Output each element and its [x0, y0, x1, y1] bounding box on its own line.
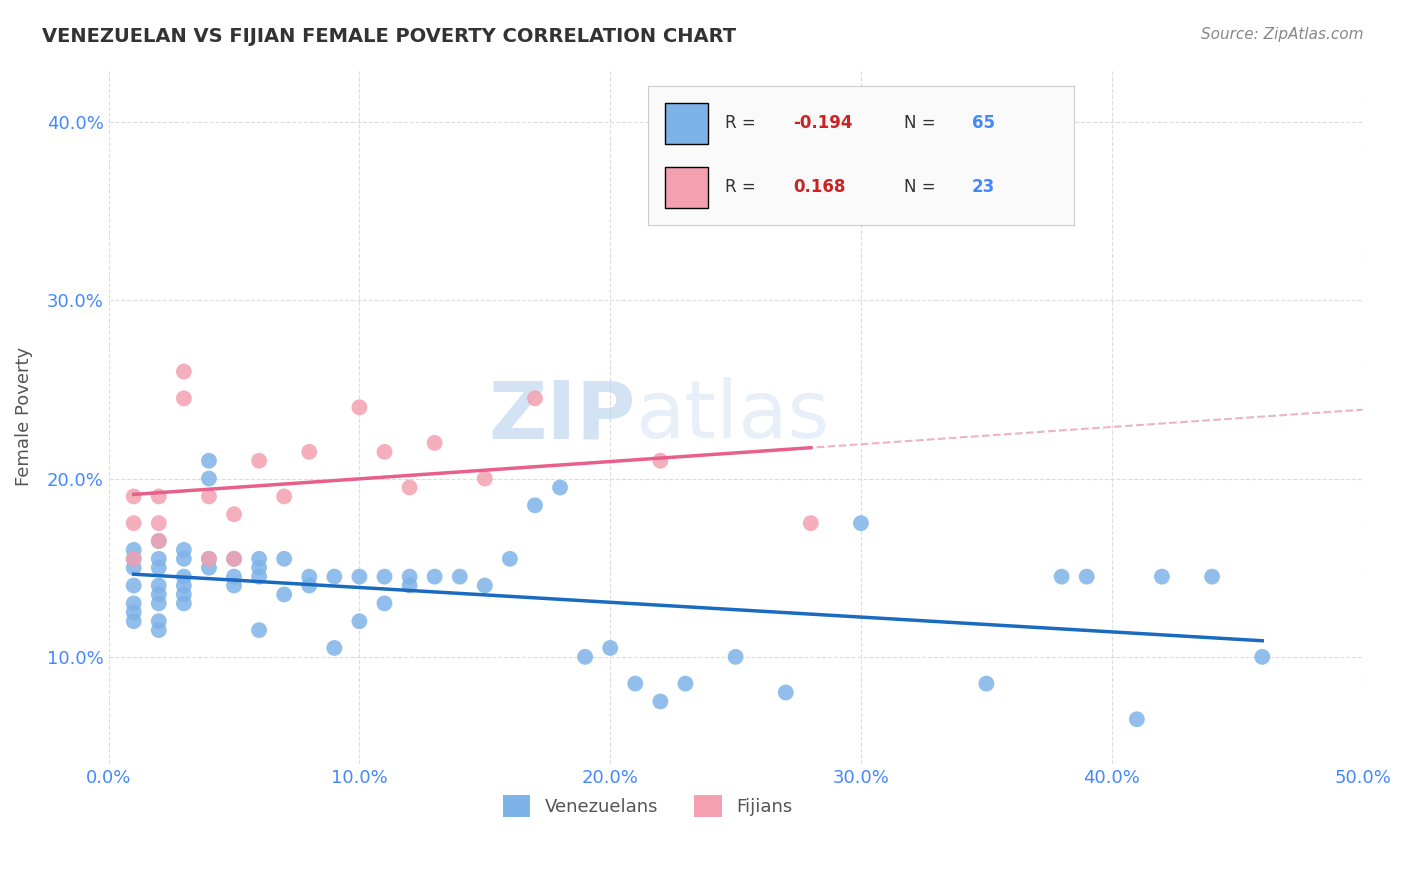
Text: atlas: atlas: [636, 377, 830, 455]
Point: [298, 445, 321, 459]
Point: [298, 578, 321, 592]
Point: [198, 490, 221, 504]
Point: [247, 560, 270, 574]
Point: [273, 587, 295, 601]
Point: [373, 569, 395, 583]
Point: [148, 533, 170, 548]
Point: [173, 569, 195, 583]
Point: [247, 454, 270, 468]
Point: [624, 676, 647, 690]
Point: [173, 542, 195, 557]
Point: [198, 551, 221, 566]
Point: [198, 560, 221, 574]
Point: [523, 392, 546, 406]
Point: [148, 516, 170, 530]
Point: [247, 569, 270, 583]
Point: [724, 649, 747, 664]
Point: [122, 560, 145, 574]
Point: [349, 569, 371, 583]
Text: VENEZUELAN VS FIJIAN FEMALE POVERTY CORRELATION CHART: VENEZUELAN VS FIJIAN FEMALE POVERTY CORR…: [42, 27, 737, 45]
Point: [574, 649, 596, 664]
Point: [122, 551, 145, 566]
Point: [298, 569, 321, 583]
Point: [122, 490, 145, 504]
Point: [222, 569, 245, 583]
Point: [449, 569, 471, 583]
Point: [198, 551, 221, 566]
Point: [173, 365, 195, 379]
Point: [499, 551, 522, 566]
Point: [599, 640, 621, 655]
Point: [122, 596, 145, 610]
Point: [222, 551, 245, 566]
Point: [976, 676, 998, 690]
Point: [474, 578, 496, 592]
Y-axis label: Female Poverty: Female Poverty: [15, 347, 32, 486]
Point: [122, 605, 145, 619]
Point: [122, 516, 145, 530]
Point: [349, 614, 371, 628]
Text: Source: ZipAtlas.com: Source: ZipAtlas.com: [1201, 27, 1364, 42]
Point: [373, 596, 395, 610]
Point: [675, 676, 697, 690]
Point: [122, 542, 145, 557]
Point: [148, 587, 170, 601]
Point: [349, 401, 371, 415]
Point: [247, 551, 270, 566]
Point: [148, 533, 170, 548]
Point: [1076, 569, 1098, 583]
Point: [198, 472, 221, 486]
Point: [1050, 569, 1073, 583]
Point: [273, 551, 295, 566]
Point: [222, 578, 245, 592]
Point: [1126, 712, 1149, 726]
Point: [323, 640, 346, 655]
Point: [650, 454, 672, 468]
Point: [173, 392, 195, 406]
Point: [1150, 569, 1173, 583]
Point: [173, 587, 195, 601]
Point: [173, 596, 195, 610]
Point: [398, 481, 420, 495]
Point: [1201, 569, 1223, 583]
Legend: Venezuelans, Fijians: Venezuelans, Fijians: [496, 788, 800, 824]
Point: [423, 436, 446, 450]
Point: [373, 445, 395, 459]
Text: ZIP: ZIP: [488, 377, 636, 455]
Point: [122, 614, 145, 628]
Point: [148, 490, 170, 504]
Point: [122, 551, 145, 566]
Point: [148, 551, 170, 566]
Point: [800, 516, 823, 530]
Point: [398, 578, 420, 592]
Point: [849, 516, 872, 530]
Point: [122, 578, 145, 592]
Point: [247, 623, 270, 637]
Point: [148, 560, 170, 574]
Point: [148, 623, 170, 637]
Point: [650, 694, 672, 708]
Point: [398, 569, 420, 583]
Point: [148, 614, 170, 628]
Point: [323, 569, 346, 583]
Point: [148, 596, 170, 610]
Point: [423, 569, 446, 583]
Point: [222, 551, 245, 566]
Point: [198, 454, 221, 468]
Point: [1251, 649, 1274, 664]
Point: [548, 481, 571, 495]
Point: [523, 498, 546, 512]
Point: [273, 490, 295, 504]
Point: [173, 551, 195, 566]
Point: [222, 507, 245, 521]
Point: [474, 472, 496, 486]
Point: [148, 578, 170, 592]
Point: [775, 685, 797, 699]
Point: [173, 578, 195, 592]
